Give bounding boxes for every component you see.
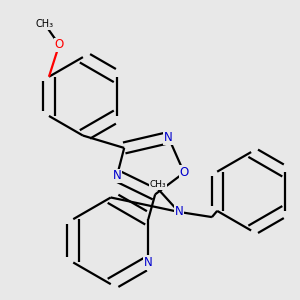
Text: N: N xyxy=(144,256,153,269)
Text: O: O xyxy=(179,166,189,179)
Text: O: O xyxy=(55,38,64,51)
Text: CH₃: CH₃ xyxy=(36,19,54,29)
Text: CH₃: CH₃ xyxy=(150,180,166,189)
Text: N: N xyxy=(112,169,122,182)
Text: N: N xyxy=(175,206,183,218)
Text: N: N xyxy=(164,131,173,144)
